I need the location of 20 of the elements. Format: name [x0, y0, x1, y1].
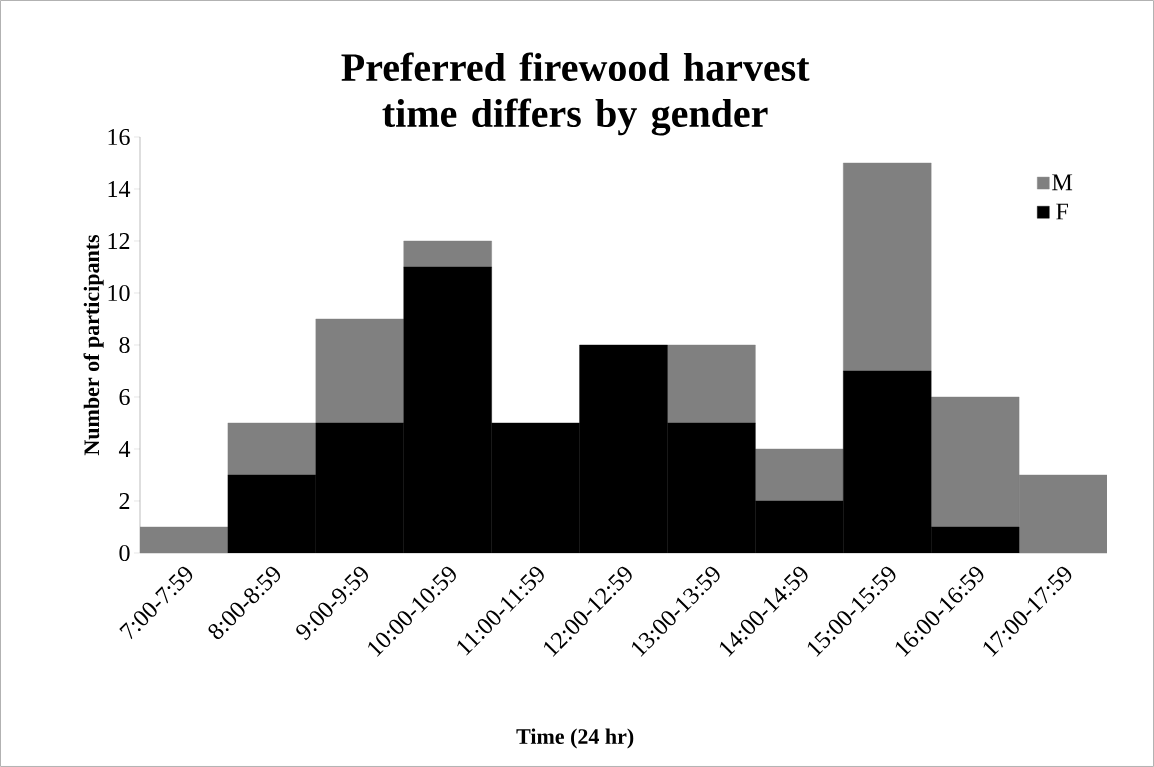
chart-title: Preferred firewood harvest time differs by gender: [341, 52, 810, 136]
y-tick-label: 2: [119, 493, 130, 509]
bar: [843, 162, 932, 372]
y-tick-label: 16: [108, 128, 130, 146]
y-tick-label: 14: [108, 181, 131, 197]
bar: [315, 318, 404, 424]
y-tick-label: 12: [108, 233, 130, 249]
y-axis-title: Number of participants: [83, 234, 104, 456]
bar: [227, 422, 317, 476]
y-tick-label: 10: [108, 284, 130, 302]
bar: [403, 240, 492, 268]
bar: [667, 344, 756, 424]
y-tick-label: 4: [118, 441, 131, 457]
bar: [755, 448, 844, 502]
y-tick-label: 8: [119, 336, 130, 354]
y-tick-label: 0: [119, 544, 130, 562]
x-axis-title: Time (24 hr): [516, 728, 634, 749]
legend-label: M: [1052, 174, 1073, 191]
y-tick-label: 6: [119, 388, 130, 406]
legend-label: F: [1056, 203, 1068, 220]
